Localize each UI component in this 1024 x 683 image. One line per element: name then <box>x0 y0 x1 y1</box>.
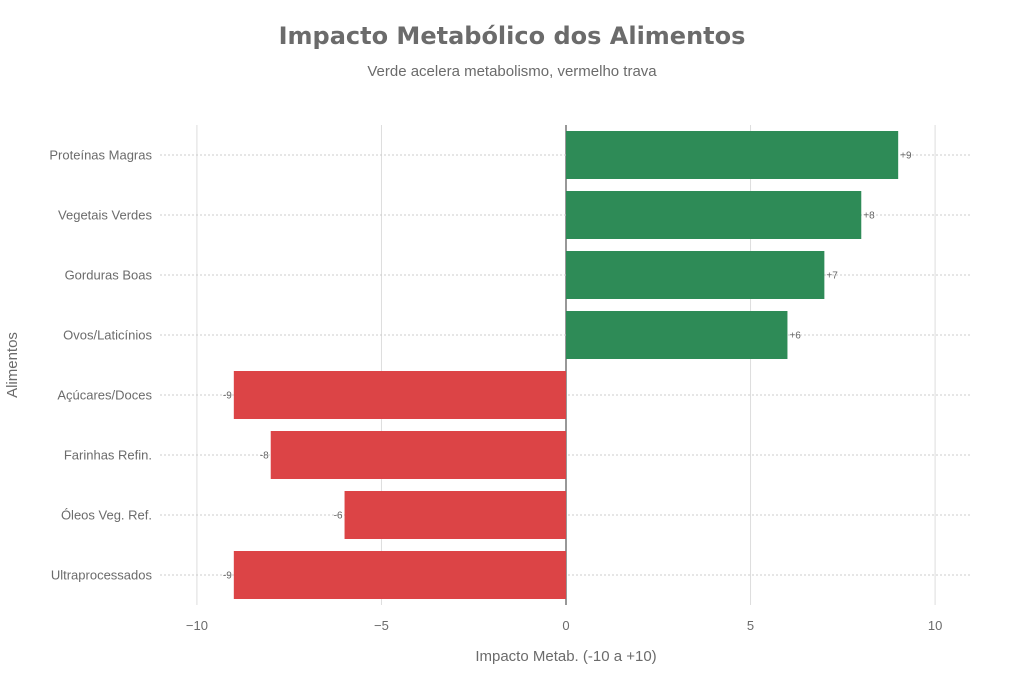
data-label: +7 <box>826 271 838 282</box>
x-axis-label: Impacto Metab. (-10 a +10) <box>475 648 656 665</box>
data-label: -6 <box>334 511 343 522</box>
y-tick-label: Vegetais Verdes <box>58 208 152 223</box>
bar <box>270 431 566 479</box>
y-axis-label: Alimentos <box>4 332 21 398</box>
bar <box>566 191 862 239</box>
data-label: -9 <box>223 571 232 582</box>
data-label: +6 <box>789 331 801 342</box>
y-tick-label: Proteínas Magras <box>49 148 152 163</box>
chart-subtitle: Verde acelera metabolismo, vermelho trav… <box>367 63 657 80</box>
bar <box>566 251 825 299</box>
y-tick-label: Farinhas Refin. <box>64 448 152 463</box>
y-tick-label: Açúcares/Doces <box>57 388 152 403</box>
x-tick-label: 10 <box>928 618 942 633</box>
bar <box>566 131 899 179</box>
chart-title: Impacto Metabólico dos Alimentos <box>279 22 746 50</box>
data-label: -9 <box>223 391 232 402</box>
y-tick-label: Gorduras Boas <box>65 268 153 283</box>
data-label: -8 <box>260 451 269 462</box>
y-tick-label: Ultraprocessados <box>51 568 153 583</box>
x-tick-label: 5 <box>747 618 754 633</box>
y-tick-label: Ovos/Laticínios <box>63 328 152 343</box>
y-tick-label: Óleos Veg. Ref. <box>61 508 152 523</box>
data-label: +9 <box>900 151 912 162</box>
data-label: +8 <box>863 211 875 222</box>
bar <box>344 491 566 539</box>
x-tick-label: −5 <box>374 618 389 633</box>
x-tick-label: −10 <box>186 618 208 633</box>
bar <box>233 371 566 419</box>
bar <box>233 551 566 599</box>
x-tick-label: 0 <box>562 618 569 633</box>
bar <box>566 311 788 359</box>
